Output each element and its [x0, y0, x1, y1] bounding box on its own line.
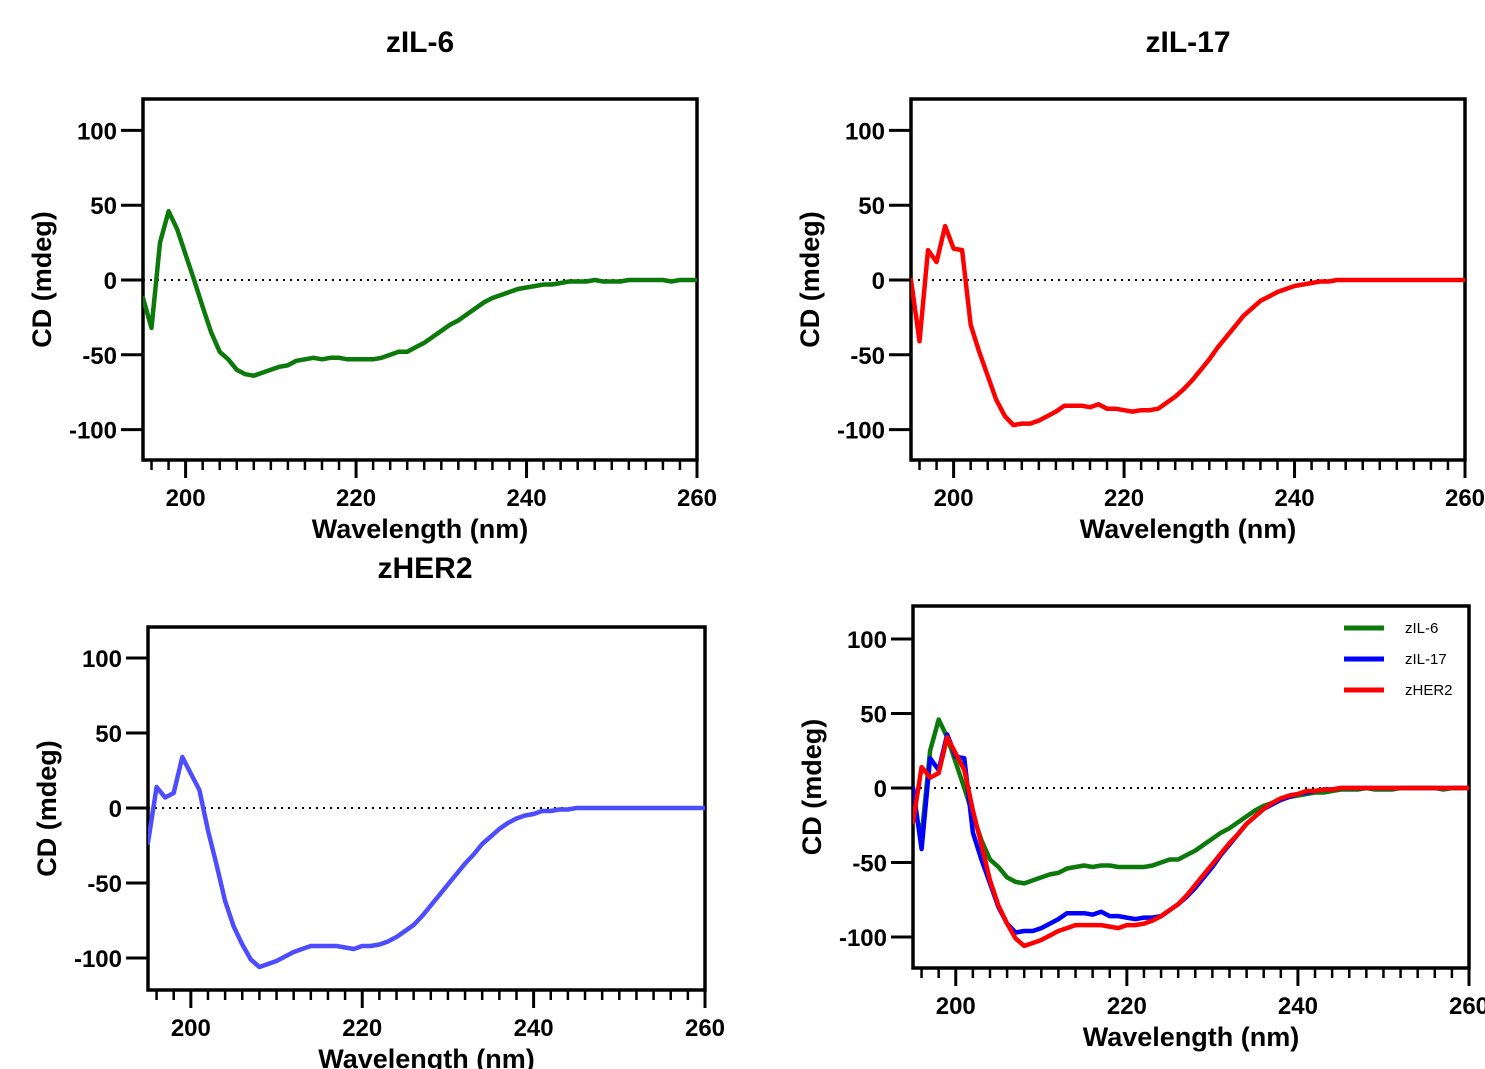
legend-label: zHER2	[1405, 682, 1453, 699]
legend: zIL-6 zIL-17 zHER2	[1344, 620, 1453, 699]
y-tick-label: 100	[77, 118, 117, 145]
x-tick-label: 240	[514, 1015, 554, 1042]
y-tick-label: 0	[104, 268, 117, 295]
series-line-zil-6	[913, 717, 1469, 886]
y-tick-label: 50	[858, 193, 885, 220]
legend-label: zIL-6	[1405, 620, 1438, 637]
chart-title: zIL-17	[1145, 26, 1230, 59]
y-tick-label: -50	[852, 851, 887, 878]
x-axis-label: Wavelength (nm)	[1080, 514, 1297, 544]
y-tick-label: -50	[82, 343, 117, 370]
x-tick-label: 200	[166, 485, 206, 512]
x-tick-label: 260	[685, 1015, 725, 1042]
chart-panel-2: zIL-17 100 50 0 -50 -100 200 220 240 260 Wavelengt…	[795, 26, 1485, 544]
y-axis-label: CD (mdeg)	[32, 740, 62, 877]
x-tick-label: 260	[1449, 993, 1485, 1020]
y-tick-label: 100	[82, 646, 122, 673]
chart-panel-1: zIL-6 100 50 0 -50 -100 200 220 240 260 Wavelength…	[27, 26, 717, 544]
series-line-zher2	[913, 735, 1469, 949]
y-tick-label: 100	[847, 627, 887, 654]
y-axis-label: CD (mdeg)	[795, 211, 825, 348]
series-line-zil-17	[911, 223, 1465, 428]
x-tick-label: 200	[936, 993, 976, 1020]
chart-title: zIL-6	[386, 26, 454, 59]
legend-label: zIL-17	[1405, 651, 1447, 668]
y-tick-label: -50	[850, 343, 885, 370]
x-tick-label: 220	[1107, 993, 1147, 1020]
x-tick-label: 240	[1278, 993, 1318, 1020]
y-tick-label: 100	[845, 118, 885, 145]
y-tick-label: 50	[95, 721, 122, 748]
y-tick-label: 0	[109, 796, 122, 823]
y-tick-label: 0	[874, 776, 887, 803]
y-axis-label: CD (mdeg)	[797, 719, 827, 856]
y-tick-label: -100	[837, 418, 885, 445]
series-line-zher2	[148, 754, 705, 970]
x-tick-label: 220	[1104, 485, 1144, 512]
chart-panel-3: zHER2 100 50 0 -50 -100 200 220 240 260 Wavelength…	[32, 552, 725, 1069]
x-tick-label: 260	[1445, 485, 1485, 512]
y-tick-label: -100	[839, 925, 887, 952]
x-tick-label: 200	[171, 1015, 211, 1042]
x-axis-label: Wavelength (nm)	[1083, 1022, 1300, 1052]
y-tick-label: -50	[87, 871, 122, 898]
y-tick-label: -100	[74, 946, 122, 973]
x-axis-label: Wavelength (nm)	[318, 1044, 535, 1069]
chart-title: zHER2	[377, 552, 472, 585]
x-tick-label: 240	[1275, 485, 1315, 512]
x-tick-label: 260	[677, 485, 717, 512]
y-tick-label: 0	[872, 268, 885, 295]
y-tick-label: 50	[90, 193, 117, 220]
y-tick-label: 50	[860, 702, 887, 729]
x-tick-label: 200	[934, 485, 974, 512]
x-tick-label: 240	[507, 485, 547, 512]
chart-panel-4: 100 50 0 -50 -100 200 220 240 260 Wavelength (nm)…	[797, 604, 1485, 1052]
y-tick-label: -100	[69, 418, 117, 445]
y-axis-label: CD (mdeg)	[27, 211, 57, 348]
x-tick-label: 220	[342, 1015, 382, 1042]
x-axis-label: Wavelength (nm)	[312, 514, 529, 544]
x-tick-label: 220	[336, 485, 376, 512]
series-line-zil-6	[143, 208, 697, 378]
